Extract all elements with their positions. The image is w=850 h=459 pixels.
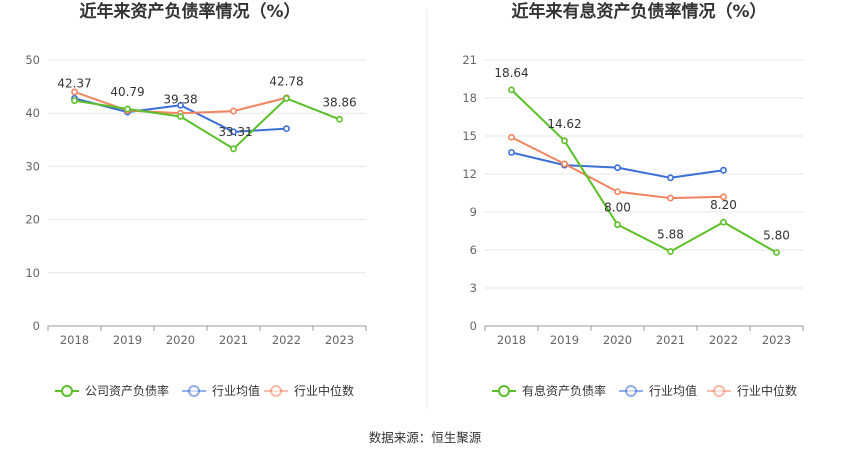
y-tick-label: 30	[25, 159, 40, 173]
legend-label: 行业均值	[649, 383, 697, 398]
data-point	[177, 113, 184, 120]
y-tick-label: 12	[462, 167, 477, 181]
data-point	[614, 164, 621, 172]
y-tick-label: 18	[462, 91, 477, 105]
data-point	[561, 160, 568, 168]
data-point	[720, 193, 727, 201]
data-label: 38.86	[322, 95, 356, 109]
legend-label: 行业均值	[212, 383, 260, 398]
x-tick-label: 2018	[60, 333, 89, 347]
left-chart: 近年来资产负债率情况（%） 0 10 20 30 40 50 2018 2019 2020 2021…	[25, 1, 367, 398]
y-tick-label: 3	[470, 281, 477, 295]
data-label: 42.37	[57, 77, 91, 91]
data-point	[124, 105, 131, 113]
legend-label: 行业中位数	[737, 383, 797, 398]
y-tick-label: 40	[25, 106, 40, 120]
data-point	[508, 149, 515, 156]
chart-title: 近年来有息资产负债率情况（%）	[511, 1, 766, 22]
data-label: 42.78	[269, 74, 303, 88]
x-tick-label: 2018	[497, 333, 526, 347]
y-tick-label: 20	[25, 213, 40, 227]
y-tick-label: 6	[470, 243, 477, 257]
data-point	[283, 125, 290, 133]
x-tick-label: 2023	[762, 333, 791, 347]
source-note: 数据来源：恒生聚源	[369, 430, 482, 445]
x-tick-label: 2023	[325, 333, 354, 347]
legend-marker	[188, 385, 200, 397]
series-line	[74, 97, 340, 150]
y-tick-label: 0	[470, 319, 477, 333]
y-tick-label: 0	[33, 319, 40, 333]
data-point	[283, 95, 290, 102]
x-tick-label: 2019	[113, 333, 142, 347]
data-label: 5.88	[657, 228, 684, 242]
data-label: 14.62	[547, 117, 581, 131]
data-label: 40.79	[110, 85, 144, 99]
data-point	[667, 194, 674, 202]
chart-title: 近年来资产负债率情况（%）	[79, 1, 300, 22]
x-tick-label: 2021	[656, 333, 685, 347]
x-tick-label: 2020	[166, 333, 195, 347]
data-point	[230, 128, 237, 136]
data-label: 33.31	[218, 125, 252, 139]
x-tick-label: 2019	[550, 333, 579, 347]
legend-label: 公司资产负债率	[85, 383, 169, 398]
right-chart: 近年来有息资产负债率情况（%） 0 3 6 9 12 15 18 21 2018 2019 2020 2…	[462, 1, 804, 398]
data-label: 8.00	[604, 201, 631, 215]
legend-label: 有息资产负债率	[522, 383, 606, 398]
data-point	[773, 249, 780, 256]
series-line	[510, 89, 777, 254]
data-point	[614, 221, 621, 229]
y-tick-label: 15	[462, 129, 477, 143]
data-point	[71, 88, 78, 96]
x-tick-label: 2021	[219, 333, 248, 347]
data-point	[720, 218, 727, 226]
legend-label: 行业中位数	[294, 383, 354, 398]
data-label: 18.64	[494, 66, 528, 80]
data-point	[230, 145, 237, 153]
x-tick-label: 2022	[709, 333, 738, 347]
data-label: 8.20	[710, 198, 737, 212]
data-point	[614, 188, 621, 196]
data-point	[177, 101, 184, 109]
y-tick-label: 9	[470, 205, 477, 219]
legend-marker	[270, 385, 282, 397]
y-tick-label: 10	[25, 266, 40, 280]
x-tick-label: 2020	[603, 333, 632, 347]
data-point	[667, 248, 674, 255]
legend-marker	[713, 385, 725, 397]
x-tick-label: 2022	[272, 333, 301, 347]
data-point	[508, 86, 515, 94]
data-point	[667, 174, 674, 182]
data-point	[720, 166, 727, 174]
data-point	[561, 137, 568, 145]
data-point	[71, 97, 78, 104]
data-label: 5.80	[763, 229, 790, 243]
legend-marker	[625, 385, 637, 397]
y-tick-label: 21	[462, 53, 477, 67]
data-point	[230, 107, 237, 115]
legend-marker	[498, 385, 510, 397]
legend-marker	[61, 385, 73, 397]
data-label: 39.38	[163, 92, 197, 106]
y-tick-label: 50	[25, 53, 40, 67]
data-point	[336, 115, 343, 123]
data-point	[508, 133, 515, 141]
